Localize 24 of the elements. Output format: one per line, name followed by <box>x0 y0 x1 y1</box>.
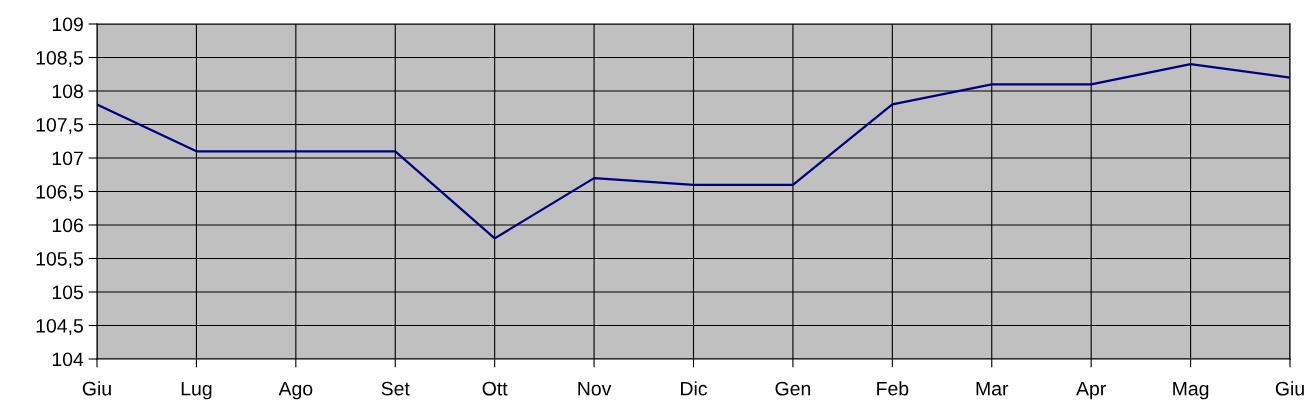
y-tick-label: 105,5 <box>36 251 83 269</box>
y-tick-label: 106,5 <box>36 184 83 202</box>
x-tick-label: Feb <box>877 381 909 396</box>
x-tick-label: Nov <box>578 381 612 396</box>
y-tick-label: 104,5 <box>36 318 83 336</box>
x-tick-label: Ott <box>482 381 508 396</box>
y-tick-label: 106 <box>52 218 83 233</box>
x-tick-label: Giu <box>82 381 111 396</box>
x-tick-label: Mag <box>1173 381 1209 400</box>
y-tick-label: 109 <box>52 17 83 32</box>
x-tick-label: Gen <box>775 381 811 396</box>
y-tick-label: 108,5 <box>36 50 83 68</box>
y-tick-label: 108 <box>52 84 83 99</box>
x-tick-label: Set <box>381 381 410 396</box>
x-tick-label: Ago <box>278 381 313 400</box>
y-tick-label: 105 <box>52 285 83 300</box>
y-tick-label: 107,5 <box>36 117 83 135</box>
y-tick-label: 104 <box>52 352 84 367</box>
x-tick-label: Apr <box>1076 381 1106 400</box>
x-tick-label: Giu <box>1275 381 1304 396</box>
y-tick-label: 107 <box>52 151 83 166</box>
x-tick-label: Mar <box>976 381 1009 396</box>
x-tick-label: Dic <box>681 381 708 396</box>
x-tick-label: Lug <box>181 381 212 400</box>
